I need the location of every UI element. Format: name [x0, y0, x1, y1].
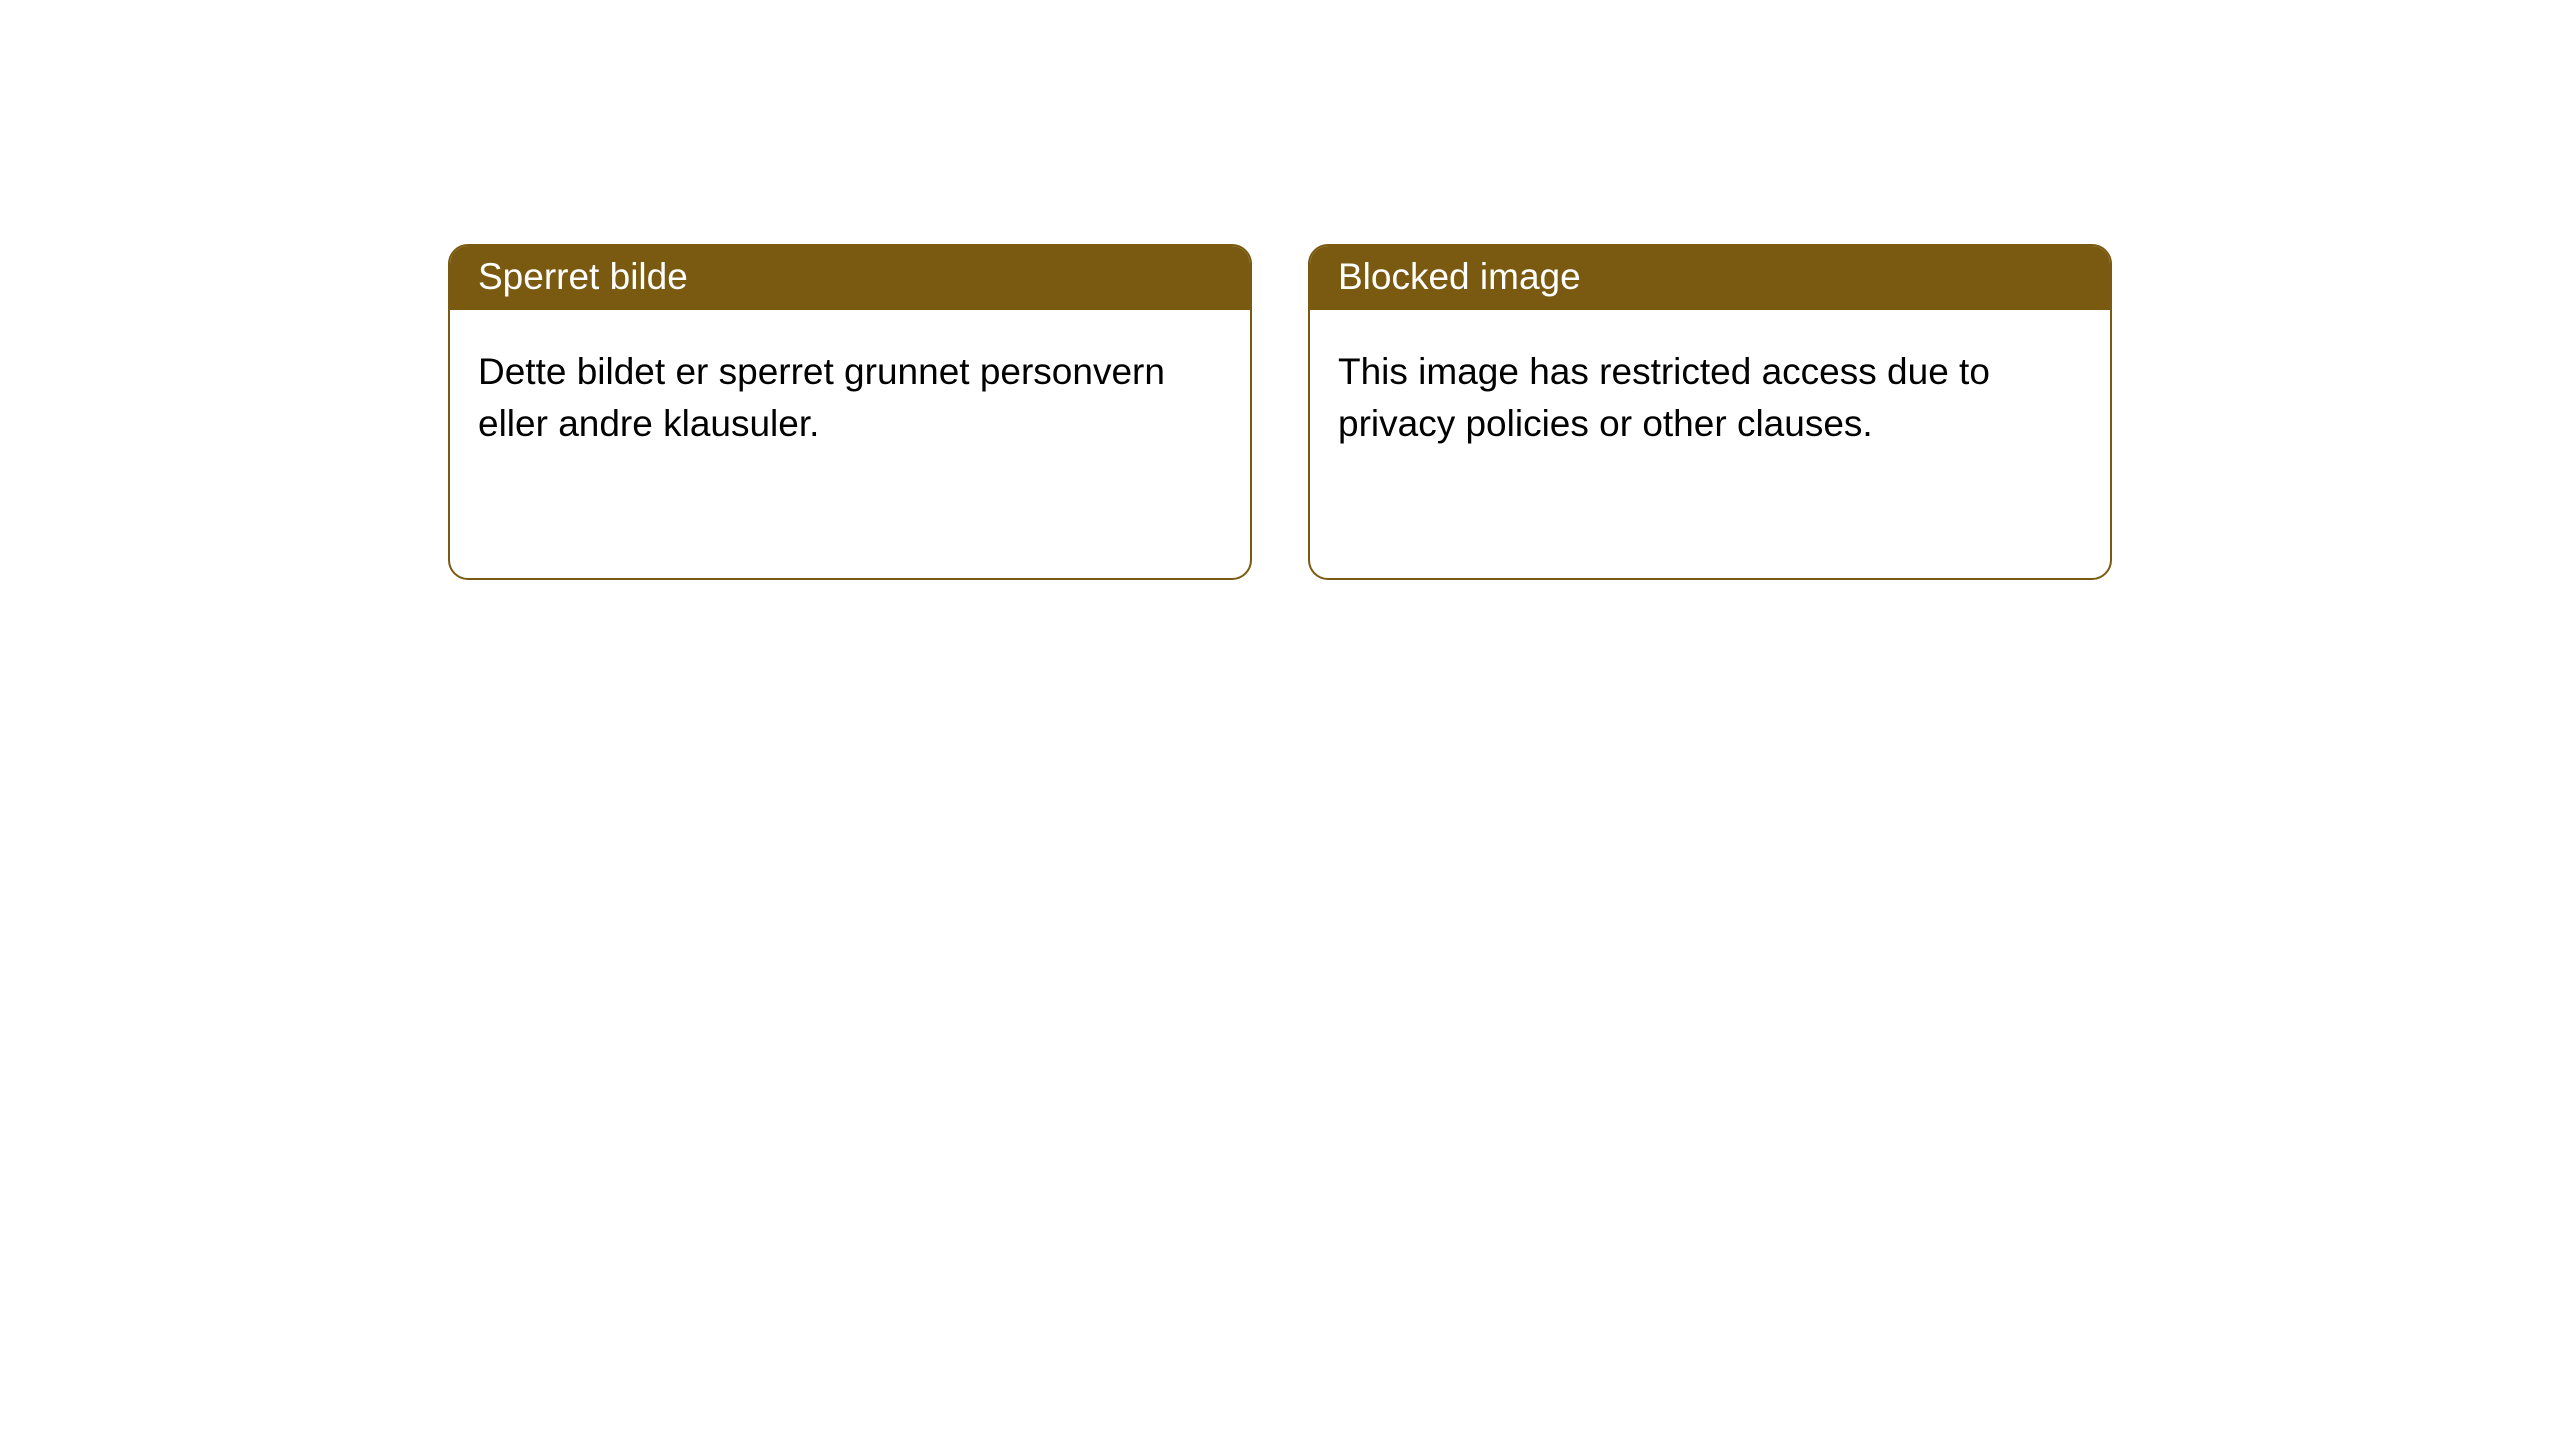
card-title-en: Blocked image — [1310, 246, 2110, 310]
notice-container: Sperret bilde Dette bildet er sperret gr… — [0, 0, 2560, 580]
card-title-no: Sperret bilde — [450, 246, 1250, 310]
blocked-image-card-no: Sperret bilde Dette bildet er sperret gr… — [448, 244, 1252, 580]
card-body-en: This image has restricted access due to … — [1310, 310, 2110, 486]
card-body-no: Dette bildet er sperret grunnet personve… — [450, 310, 1250, 486]
blocked-image-card-en: Blocked image This image has restricted … — [1308, 244, 2112, 580]
